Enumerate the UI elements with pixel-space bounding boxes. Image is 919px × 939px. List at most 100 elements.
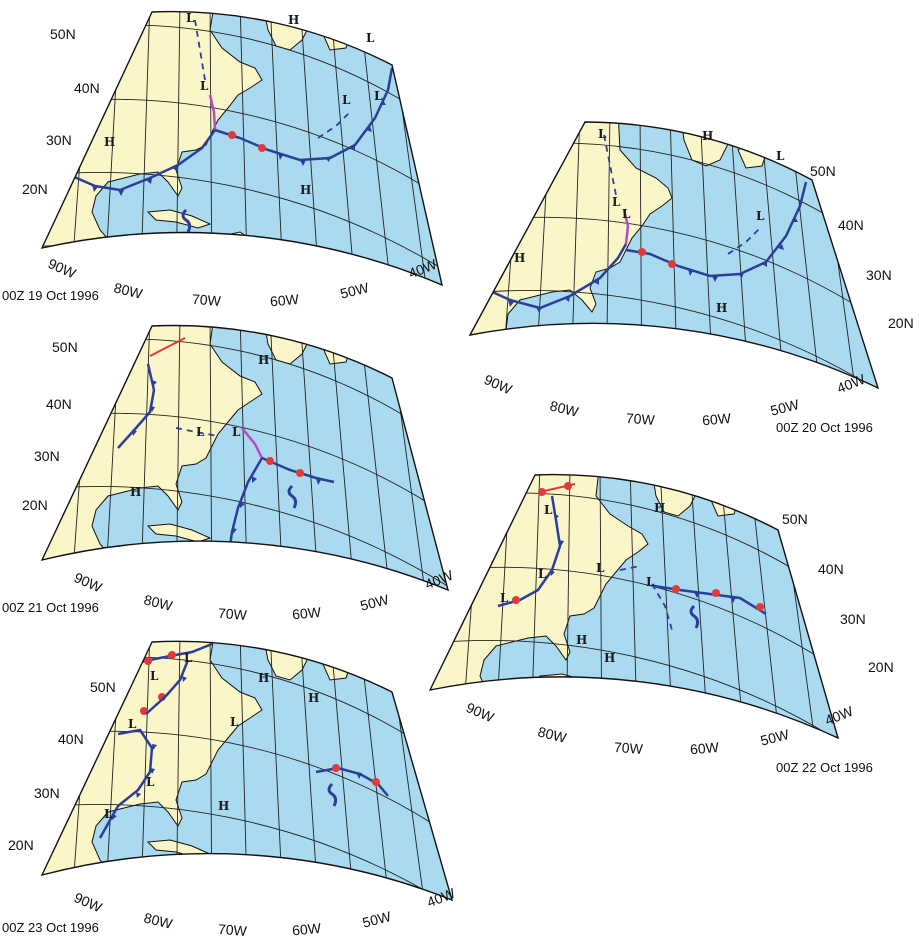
lon-label: 70W bbox=[625, 410, 656, 428]
lon-label: 70W bbox=[217, 605, 248, 623]
map-panel-20-oct: L H L L L L H H 50N 40N 30N 20N 90W 80W … bbox=[468, 121, 914, 435]
pressure-symbol: H bbox=[218, 799, 229, 813]
warm-front-north bbox=[149, 337, 186, 357]
map-border bbox=[468, 121, 880, 390]
lon-label: 90W bbox=[72, 889, 106, 916]
panel-date: 00Z 19 Oct 1996 bbox=[2, 288, 99, 303]
lat-label: 20N bbox=[22, 497, 48, 513]
latitude-labels: 50N 40N 30N 20N bbox=[22, 26, 100, 197]
land-cuba bbox=[146, 209, 212, 229]
pressure-symbols: L H L L L L H H bbox=[104, 11, 383, 197]
lon-label: 70W bbox=[613, 739, 644, 757]
lon-label: 60W bbox=[701, 410, 732, 429]
land-hispaniola bbox=[612, 695, 646, 709]
lat-label: 40N bbox=[58, 731, 84, 747]
pressure-symbol: H bbox=[514, 251, 525, 265]
lon-label: 80W bbox=[536, 723, 569, 746]
map-border bbox=[40, 10, 443, 287]
pressure-symbol: H bbox=[308, 691, 319, 705]
pressure-symbol: L bbox=[776, 149, 785, 163]
pressure-symbol: L bbox=[184, 651, 193, 665]
lat-label: 40N bbox=[74, 80, 100, 96]
land-hispaniola bbox=[220, 861, 254, 875]
pressure-symbols: L H L L L L H H bbox=[514, 127, 785, 315]
occluded-front bbox=[622, 209, 630, 245]
pressure-symbol: H bbox=[654, 501, 665, 515]
pressure-symbol: L bbox=[366, 31, 375, 45]
pressure-symbols: H L L H bbox=[130, 353, 269, 499]
front-barbs-east bbox=[278, 100, 386, 166]
cold-front-barbs bbox=[550, 514, 564, 576]
hurricane-symbol bbox=[689, 604, 700, 629]
land-cuba bbox=[146, 523, 212, 543]
panel-date: 00Z 23 Oct 1996 bbox=[2, 920, 99, 935]
pressure-symbol: H bbox=[576, 633, 587, 647]
cold-front-barbs bbox=[112, 676, 187, 820]
map-border bbox=[428, 473, 840, 740]
latitude-labels: 50N 40N 30N 20N bbox=[810, 163, 914, 331]
pressure-symbol: H bbox=[716, 301, 727, 315]
pressure-symbol: H bbox=[702, 129, 713, 143]
lon-label: 80W bbox=[112, 279, 145, 302]
cold-front-barbs bbox=[92, 165, 177, 196]
warm-front-bumps bbox=[332, 764, 380, 786]
land-hispaniola bbox=[638, 349, 672, 363]
lat-label: 50N bbox=[782, 511, 808, 527]
warm-front-bumps-west bbox=[512, 482, 572, 604]
pressure-symbol: H bbox=[288, 13, 299, 27]
pressure-symbol: L bbox=[128, 717, 137, 731]
pressure-symbols: L H L L L L H H bbox=[500, 501, 665, 665]
warm-front-bumps bbox=[638, 248, 676, 268]
warm-front bbox=[653, 584, 767, 616]
cold-front-west bbox=[117, 363, 156, 449]
map-panel-19-oct: L H L L L L H H 50N 40N 30N 20N 90W 80W … bbox=[2, 10, 443, 309]
pressure-symbol: L bbox=[538, 567, 547, 581]
lon-label: 90W bbox=[464, 699, 498, 726]
lon-label: 80W bbox=[142, 591, 175, 614]
lat-label: 30N bbox=[34, 785, 60, 801]
lat-label: 20N bbox=[868, 659, 894, 675]
latitude-labels: 50N 40N 30N 20N bbox=[22, 339, 78, 513]
front-barbs-east bbox=[688, 217, 798, 282]
lon-label: 60W bbox=[291, 920, 322, 939]
pressure-symbol: L bbox=[646, 575, 655, 589]
lon-label: 90W bbox=[482, 371, 516, 398]
pressure-symbol: H bbox=[130, 485, 141, 499]
hurricane-symbol bbox=[287, 484, 298, 509]
lon-label: 50W bbox=[361, 908, 394, 931]
pressure-symbol: L bbox=[146, 775, 155, 789]
pressure-symbol: L bbox=[200, 79, 209, 93]
warm-front-bumps bbox=[266, 457, 304, 477]
map-border bbox=[40, 640, 454, 902]
hurricane-symbol bbox=[181, 208, 192, 233]
map-panel-21-oct: H L L H 50N 40N 30N 20N 90W 80W 70W 60W … bbox=[2, 324, 456, 623]
latitude-labels: 50N 40N 30N 20N bbox=[782, 511, 894, 675]
lat-label: 20N bbox=[8, 837, 34, 853]
lat-label: 30N bbox=[34, 448, 60, 464]
cold-front-barbs bbox=[132, 380, 157, 436]
lon-label: 90W bbox=[72, 569, 106, 596]
lat-label: 30N bbox=[840, 611, 866, 627]
panel-date: 00Z 20 Oct 1996 bbox=[776, 420, 873, 435]
trough bbox=[619, 565, 673, 631]
lon-label: 50W bbox=[339, 279, 372, 302]
land-hispaniola bbox=[220, 545, 254, 559]
pressure-symbol: H bbox=[258, 353, 269, 367]
pressure-symbol: L bbox=[196, 425, 205, 439]
pressure-symbol: L bbox=[622, 207, 631, 221]
occluded-front bbox=[241, 427, 264, 459]
cold-front-west-2 bbox=[98, 728, 154, 839]
pressure-symbol: L bbox=[596, 561, 605, 575]
pressure-symbols: L L H H L L L L H bbox=[104, 651, 319, 821]
lat-label: 40N bbox=[818, 561, 844, 577]
trough bbox=[603, 134, 761, 255]
lat-label: 40N bbox=[46, 396, 72, 412]
warm-front-bumps bbox=[228, 131, 266, 152]
lon-label: 80W bbox=[142, 909, 175, 932]
lat-label: 20N bbox=[22, 181, 48, 197]
pressure-symbol: L bbox=[230, 715, 239, 729]
longitude-labels: 90W 80W 70W 60W 50W 40W bbox=[72, 566, 456, 623]
lat-label: 50N bbox=[90, 679, 116, 695]
cold-front-barbs bbox=[508, 279, 599, 313]
panel-date: 00Z 22 Oct 1996 bbox=[776, 760, 873, 775]
